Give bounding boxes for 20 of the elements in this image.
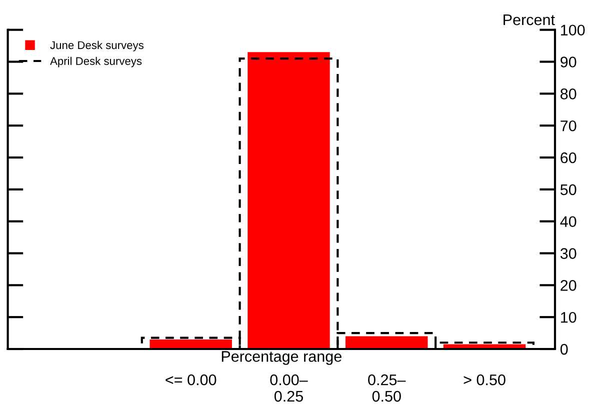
x-tick-label: 0.25– 0.50 (368, 374, 406, 402)
y-tick-label: 40 (560, 216, 576, 228)
legend-label: June Desk surveys (50, 40, 144, 52)
y-axis-title: Percent (504, 14, 555, 26)
y-tick-label: 20 (560, 280, 576, 291)
y-tick-label: 60 (560, 152, 576, 164)
y-tick-label: 30 (560, 248, 576, 259)
y-tick-label: 0 (560, 344, 568, 355)
bar (248, 52, 330, 350)
x-axis-title: Percentage range (222, 351, 342, 365)
x-tick-label: <= 0.00 (166, 374, 216, 386)
y-tick-label: 70 (560, 120, 576, 132)
legend-label: April Desk surveys (50, 56, 142, 68)
x-tick-label: 0.00– 0.25 (270, 374, 308, 402)
y-tick-label: 100 (561, 24, 585, 36)
y-tick-label: 90 (560, 56, 576, 68)
y-tick-label: 50 (560, 184, 576, 196)
x-tick-label: > 0.50 (464, 374, 506, 386)
y-tick-label: 10 (561, 312, 576, 323)
y-tick-label: 80 (560, 88, 576, 100)
